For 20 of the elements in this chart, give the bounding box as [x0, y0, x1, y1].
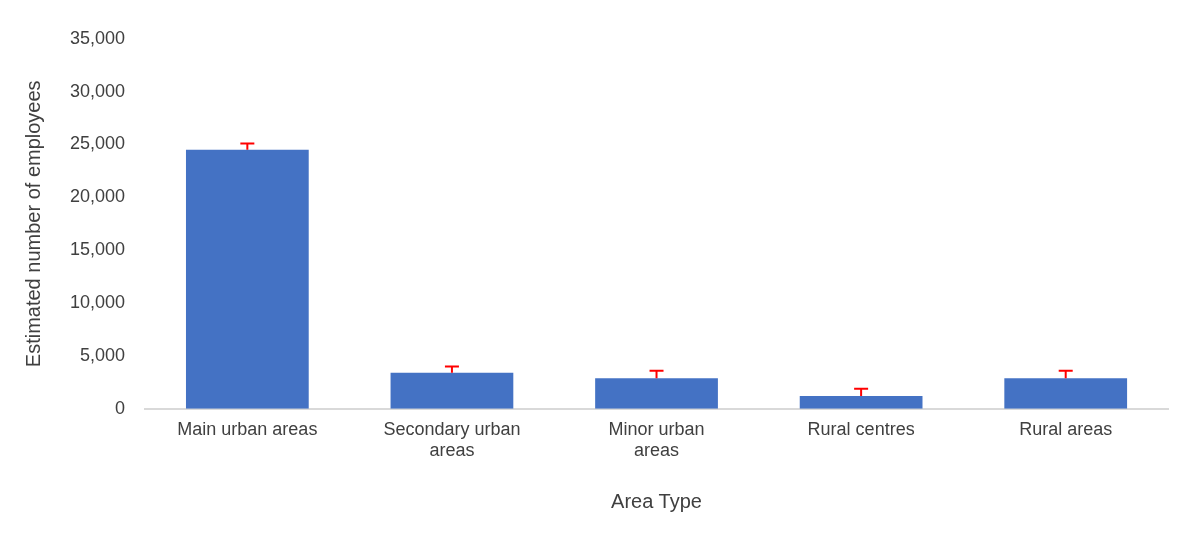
bar	[185, 149, 309, 409]
y-tick-label: 25,000	[69, 133, 126, 154]
bar	[1004, 378, 1128, 409]
bar	[390, 372, 514, 409]
y-tick-label: 0	[115, 397, 126, 418]
x-tick-label: Rural areas	[1019, 418, 1113, 439]
x-tick-label: Minor urban areas	[608, 418, 705, 461]
y-tick-label: 20,000	[69, 186, 126, 207]
x-tick-label: Rural centres	[807, 418, 915, 439]
bar	[799, 396, 923, 409]
x-tick-label: Secondary urban areas	[383, 418, 521, 461]
y-tick-label: 5,000	[80, 344, 126, 365]
y-tick-label: 30,000	[69, 80, 126, 101]
x-axis-title: Area Type	[611, 489, 702, 512]
x-tick-label: Main urban areas	[177, 418, 318, 439]
y-tick-label: 15,000	[69, 239, 126, 260]
y-axis-title: Estimated number of employees	[21, 80, 44, 368]
bar	[595, 378, 718, 409]
y-tick-label: 10,000	[69, 292, 126, 313]
y-tick-label: 35,000	[69, 27, 126, 48]
